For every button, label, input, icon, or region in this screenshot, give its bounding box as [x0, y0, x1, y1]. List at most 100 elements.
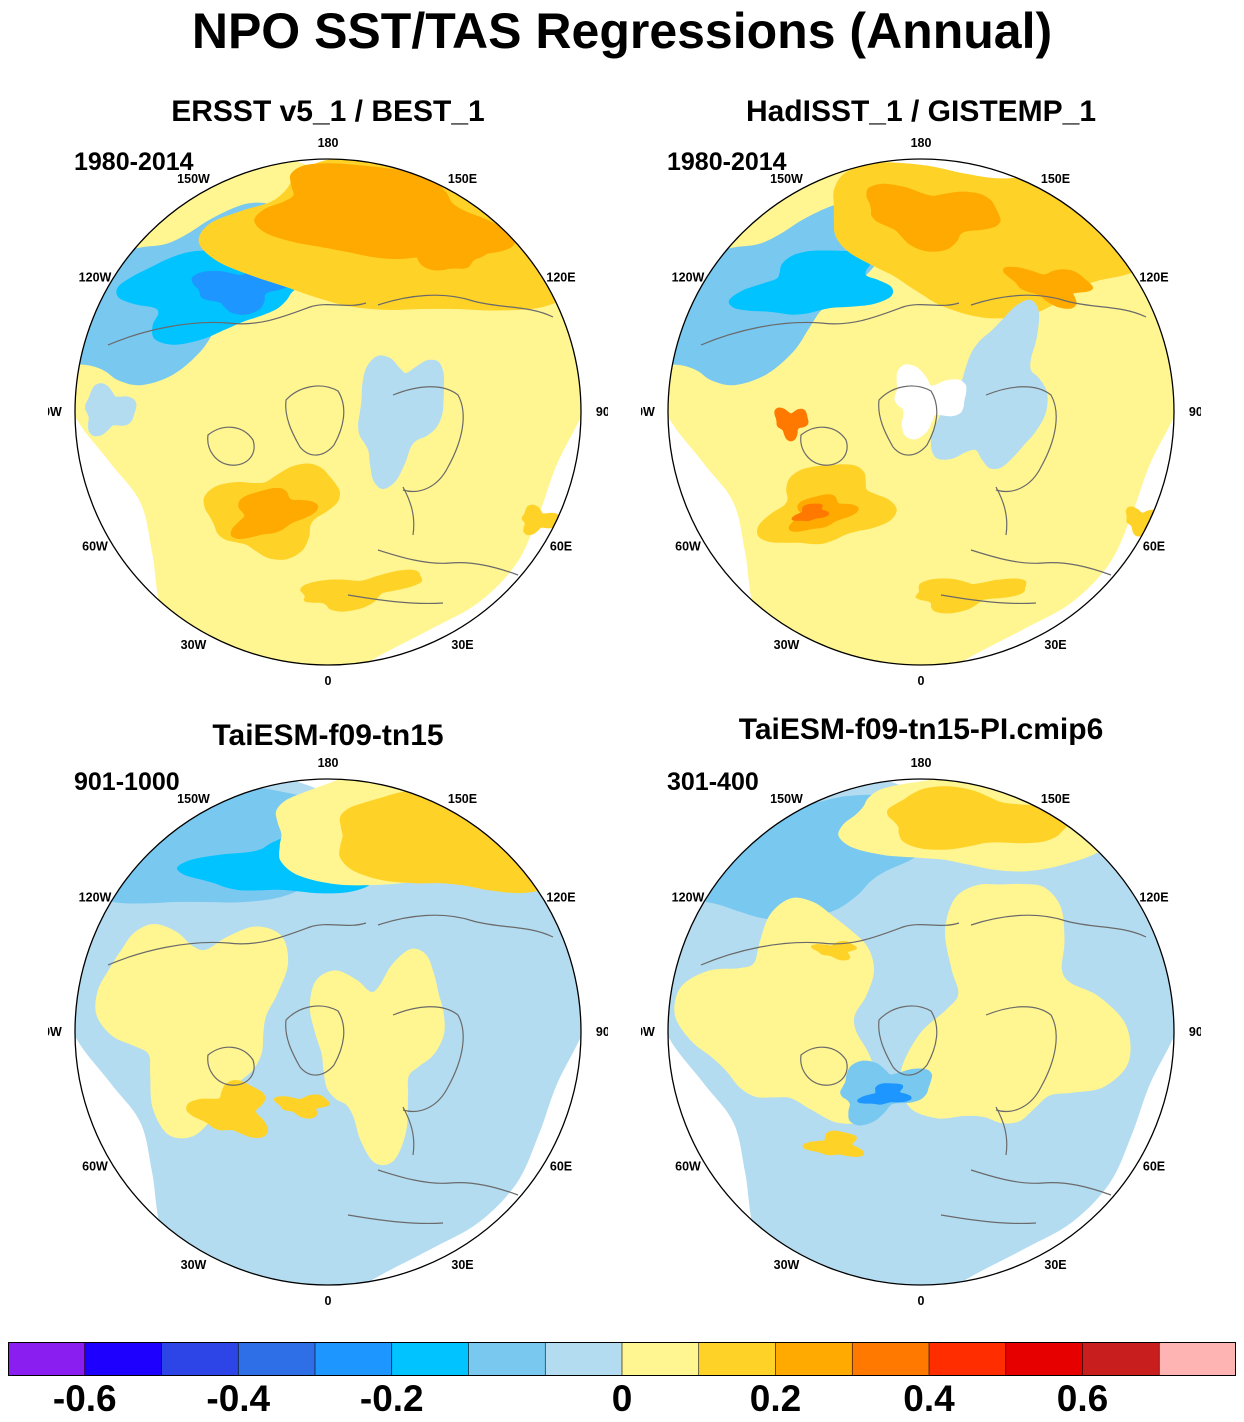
- positive-region: [915, 578, 1027, 614]
- negative-region: [728, 250, 894, 315]
- coastline: [800, 426, 848, 466]
- colorbar-border: [8, 1342, 1236, 1376]
- longitude-label: 60E: [1143, 540, 1165, 554]
- longitude-label: 90E: [596, 405, 608, 419]
- coastline: [995, 486, 1008, 536]
- coastline: [878, 1005, 938, 1076]
- longitude-label: 150W: [177, 792, 210, 806]
- longitude-label: 30W: [181, 638, 207, 652]
- positive-region: [886, 786, 1071, 850]
- colorbar-swatch: [1005, 1342, 1084, 1376]
- longitude-label: 60E: [1143, 1160, 1165, 1174]
- positive-region: [1125, 506, 1159, 537]
- period-label: 301-400: [667, 768, 759, 796]
- map-border: [667, 158, 1175, 666]
- coastline: [700, 302, 960, 346]
- colorbar-label: 0: [611, 1378, 633, 1419]
- longitude-label: 150W: [177, 172, 210, 186]
- colorbar-swatch: [237, 1342, 316, 1376]
- longitude-label: 150E: [1041, 172, 1070, 186]
- coastline: [377, 914, 554, 938]
- positive-region: [866, 183, 1001, 252]
- panel-title: TaiESM-f09-tn15: [212, 719, 444, 752]
- contour-fill: [75, 779, 581, 1285]
- longitude-label: 120W: [672, 271, 705, 285]
- near-zero-region: [85, 383, 137, 437]
- longitude-label: 30E: [451, 638, 473, 652]
- positive-region: [273, 1094, 330, 1119]
- longitude-label: 0: [325, 674, 332, 688]
- panel-title: ERSST v5_1 / BEST_1: [171, 95, 485, 128]
- longitude-label: 150W: [770, 792, 803, 806]
- colorbar-swatch: [1158, 1342, 1236, 1376]
- positive-region: [186, 1080, 269, 1138]
- colorbar-swatch: [8, 1342, 86, 1376]
- colorbar: [8, 1342, 1236, 1376]
- longitude-label: 60W: [82, 540, 108, 554]
- coastline: [285, 1005, 345, 1076]
- coastline: [285, 385, 345, 456]
- positive-region: [791, 503, 830, 522]
- coastline: [377, 549, 519, 576]
- coastlines: [107, 294, 554, 605]
- longitude-label: 120E: [1139, 891, 1168, 905]
- near-zero-region: [358, 355, 445, 490]
- colorbar-swatch: [84, 1342, 163, 1376]
- longitude-label: 180: [911, 136, 932, 150]
- contour-fill: [668, 159, 1174, 665]
- longitude-label: 0: [918, 1294, 925, 1308]
- positive-region: [900, 883, 1131, 1124]
- positive-region: [521, 504, 560, 536]
- polar-map: 180 150E 120E 90E 60E 30E 0 30W 60W 90W 120W 150W: [641, 756, 1201, 1308]
- map-panel: TaiESM-f09-tn15 901-1000 180 150E 120E 90E 6…: [48, 715, 608, 1325]
- positive-region: [309, 948, 445, 1166]
- map-panel: HadISST_1 / GISTEMP_1 1980-2014 180 150E 1…: [641, 95, 1201, 705]
- coastline: [392, 1006, 464, 1112]
- coastlines: [700, 914, 1147, 1225]
- coastline: [878, 385, 938, 456]
- positive-region: [402, 216, 489, 271]
- period-label: 1980-2014: [74, 148, 194, 176]
- longitude-label: 0: [918, 674, 925, 688]
- longitude-label: 120E: [1139, 271, 1168, 285]
- coastlines: [107, 914, 554, 1225]
- longitude-label: 150E: [1041, 792, 1070, 806]
- longitude-label: 150E: [448, 172, 477, 186]
- coastline: [985, 386, 1057, 492]
- map-border: [74, 158, 582, 666]
- longitude-label: 90W: [48, 1025, 62, 1039]
- longitude-label: 60E: [550, 1160, 572, 1174]
- longitude-label: 90W: [641, 1025, 655, 1039]
- positive-region: [230, 487, 319, 540]
- colorbar-swatch: [928, 1342, 1007, 1376]
- colorbar-swatch: [621, 1342, 700, 1376]
- map-border: [74, 778, 582, 1286]
- coastline: [107, 922, 367, 966]
- contour-fill: [668, 779, 1174, 1285]
- coastline: [107, 302, 367, 346]
- colorbar-swatch: [161, 1342, 240, 1376]
- panel-title: TaiESM-f09-tn15-PI.cmip6: [738, 713, 1104, 746]
- longitude-label: 120E: [546, 271, 575, 285]
- longitude-label: 90W: [48, 405, 62, 419]
- longitude-label: 150W: [770, 172, 803, 186]
- positive-region: [774, 407, 809, 442]
- polar-map: 180 150E 120E 90E 60E 30E 0 30W 60W 90W 120W 150W: [48, 756, 608, 1308]
- longitude-label: 120W: [79, 271, 112, 285]
- longitude-label: 120W: [672, 891, 705, 905]
- contour-fill: [75, 159, 581, 665]
- longitude-label: 30W: [774, 638, 800, 652]
- positive-region: [339, 789, 579, 894]
- longitude-label: 120E: [546, 891, 575, 905]
- polar-map: 180 150E 120E 90E 60E 30E 0 30W 60W 90W 120W 150W: [48, 136, 608, 688]
- colorbar-swatch: [314, 1342, 393, 1376]
- longitude-label: 150E: [448, 792, 477, 806]
- longitude-label: 90E: [596, 1025, 608, 1039]
- coastline: [985, 1006, 1057, 1112]
- main-title: NPO SST/TAS Regressions (Annual): [191, 3, 1053, 59]
- negative-region: [857, 1083, 912, 1105]
- colorbar-swatch: [1082, 1342, 1161, 1376]
- coastline: [392, 386, 464, 492]
- coastlines: [700, 294, 1147, 605]
- coastline: [800, 1046, 848, 1086]
